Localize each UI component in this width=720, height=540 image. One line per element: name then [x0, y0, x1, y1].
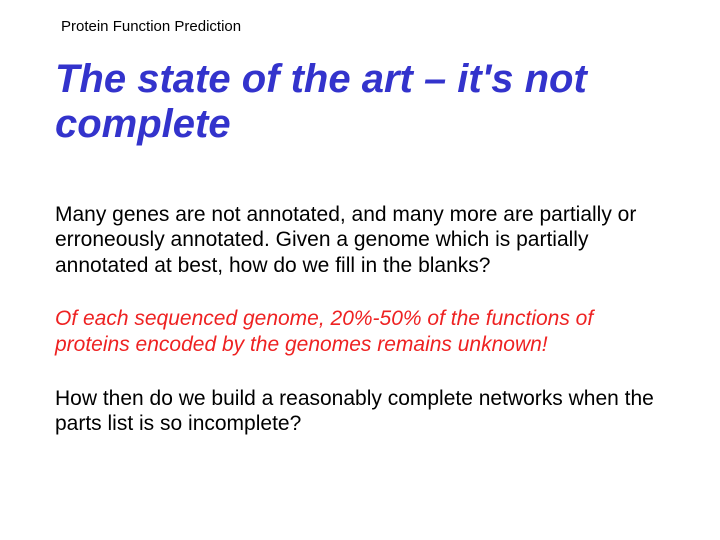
slide-body: Many genes are not annotated, and many m…	[55, 202, 665, 437]
slide: Protein Function Prediction The state of…	[0, 0, 720, 540]
body-paragraph-highlight: Of each sequenced genome, 20%-50% of the…	[55, 306, 665, 357]
body-paragraph: How then do we build a reasonably comple…	[55, 386, 665, 437]
body-paragraph: Many genes are not annotated, and many m…	[55, 202, 665, 279]
slide-header: Protein Function Prediction	[61, 18, 665, 35]
slide-title: The state of the art – it's not complete	[55, 57, 665, 147]
